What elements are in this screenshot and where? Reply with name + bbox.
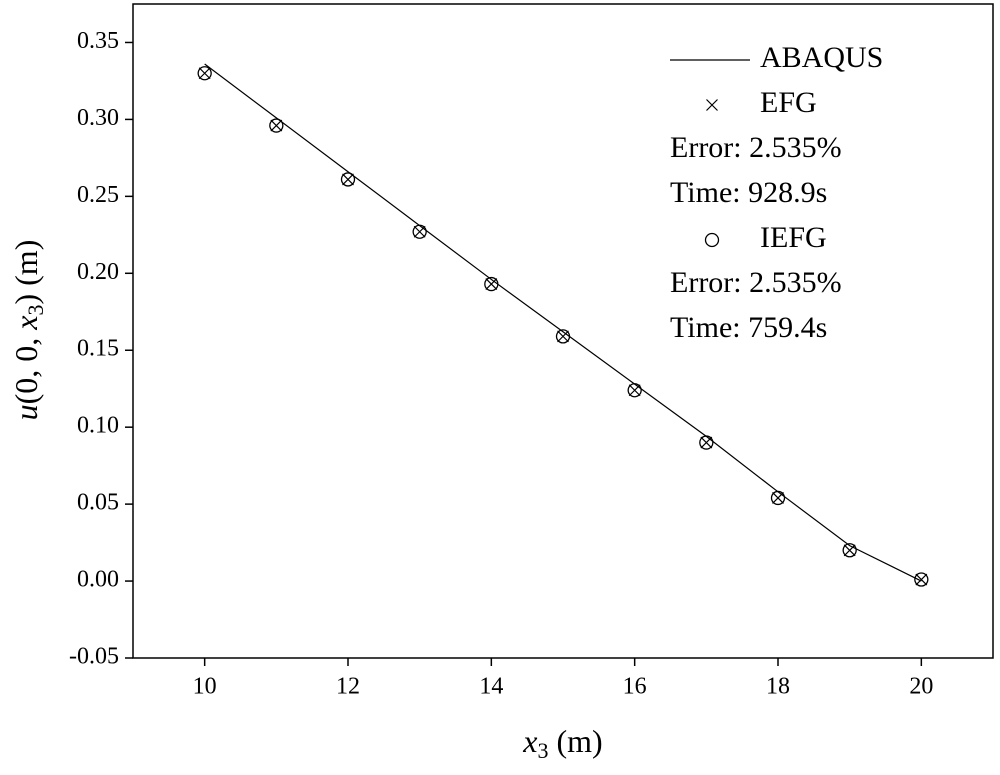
label-part: x (522, 723, 537, 759)
circle-marker (699, 435, 714, 450)
circle-marker (269, 118, 284, 133)
x-marker (915, 573, 928, 586)
circle-marker (555, 329, 571, 344)
x-tick-label: 10 (193, 674, 217, 700)
legend-marker (706, 99, 718, 111)
y-tick-label: -0.05 (69, 644, 119, 670)
legend-note: Time: 928.9s (670, 176, 827, 209)
label-part: 3 (23, 305, 48, 316)
x-marker (198, 67, 211, 80)
label-part: x (8, 316, 44, 331)
x-marker (557, 330, 569, 343)
x-tick-label: 16 (623, 674, 647, 700)
y-axis-label: u(0, 0, x3) (m) (8, 240, 48, 421)
label-part: 3 (538, 738, 549, 763)
legend-note: Error: 2.535% (670, 131, 842, 164)
x-marker (270, 119, 283, 132)
label-part: (0, 0, (8, 330, 44, 405)
circle-marker (627, 383, 642, 398)
x-marker (413, 225, 426, 238)
legend-note: Error: 2.535% (670, 266, 842, 299)
circle-marker (770, 490, 786, 506)
legend-marker (704, 232, 720, 248)
x-marker (628, 384, 641, 397)
y-tick-label: 0.05 (77, 490, 119, 516)
x-axis-label: x3 (m) (522, 723, 602, 763)
label-part: ) (m) (8, 240, 44, 305)
x-marker (772, 492, 784, 504)
circle-marker (412, 224, 427, 239)
x-tick-label: 20 (909, 674, 933, 700)
x-tick-label: 12 (336, 674, 360, 700)
y-tick-label: 0.25 (77, 182, 119, 208)
legend-label: IEFG (760, 221, 827, 254)
circle-marker (842, 543, 857, 558)
circle-marker (197, 66, 212, 81)
circle-marker (340, 172, 356, 187)
legend-note: Time: 759.4s (670, 311, 827, 344)
data-line (204, 63, 922, 582)
x-tick-label: 14 (479, 674, 503, 700)
label-part: u (8, 404, 44, 420)
legend-label: EFG (760, 86, 817, 119)
y-tick-label: 0.10 (77, 413, 119, 439)
plot-frame (132, 3, 994, 659)
y-tick-label: 0.20 (77, 259, 119, 285)
y-tick-label: 0.30 (77, 105, 119, 131)
y-tick-label: 0.35 (77, 28, 119, 54)
legend-label: ABAQUS (760, 41, 883, 74)
y-tick-label: 0.15 (77, 336, 119, 362)
circle-marker (914, 572, 929, 587)
y-tick-label: 0.00 (77, 567, 119, 593)
x-tick-label: 18 (766, 674, 790, 700)
x-marker (843, 544, 856, 557)
label-part: (m) (549, 723, 603, 759)
circle-marker (484, 276, 499, 292)
x-marker (485, 278, 498, 290)
x-marker (700, 436, 713, 449)
x-marker (342, 173, 354, 186)
